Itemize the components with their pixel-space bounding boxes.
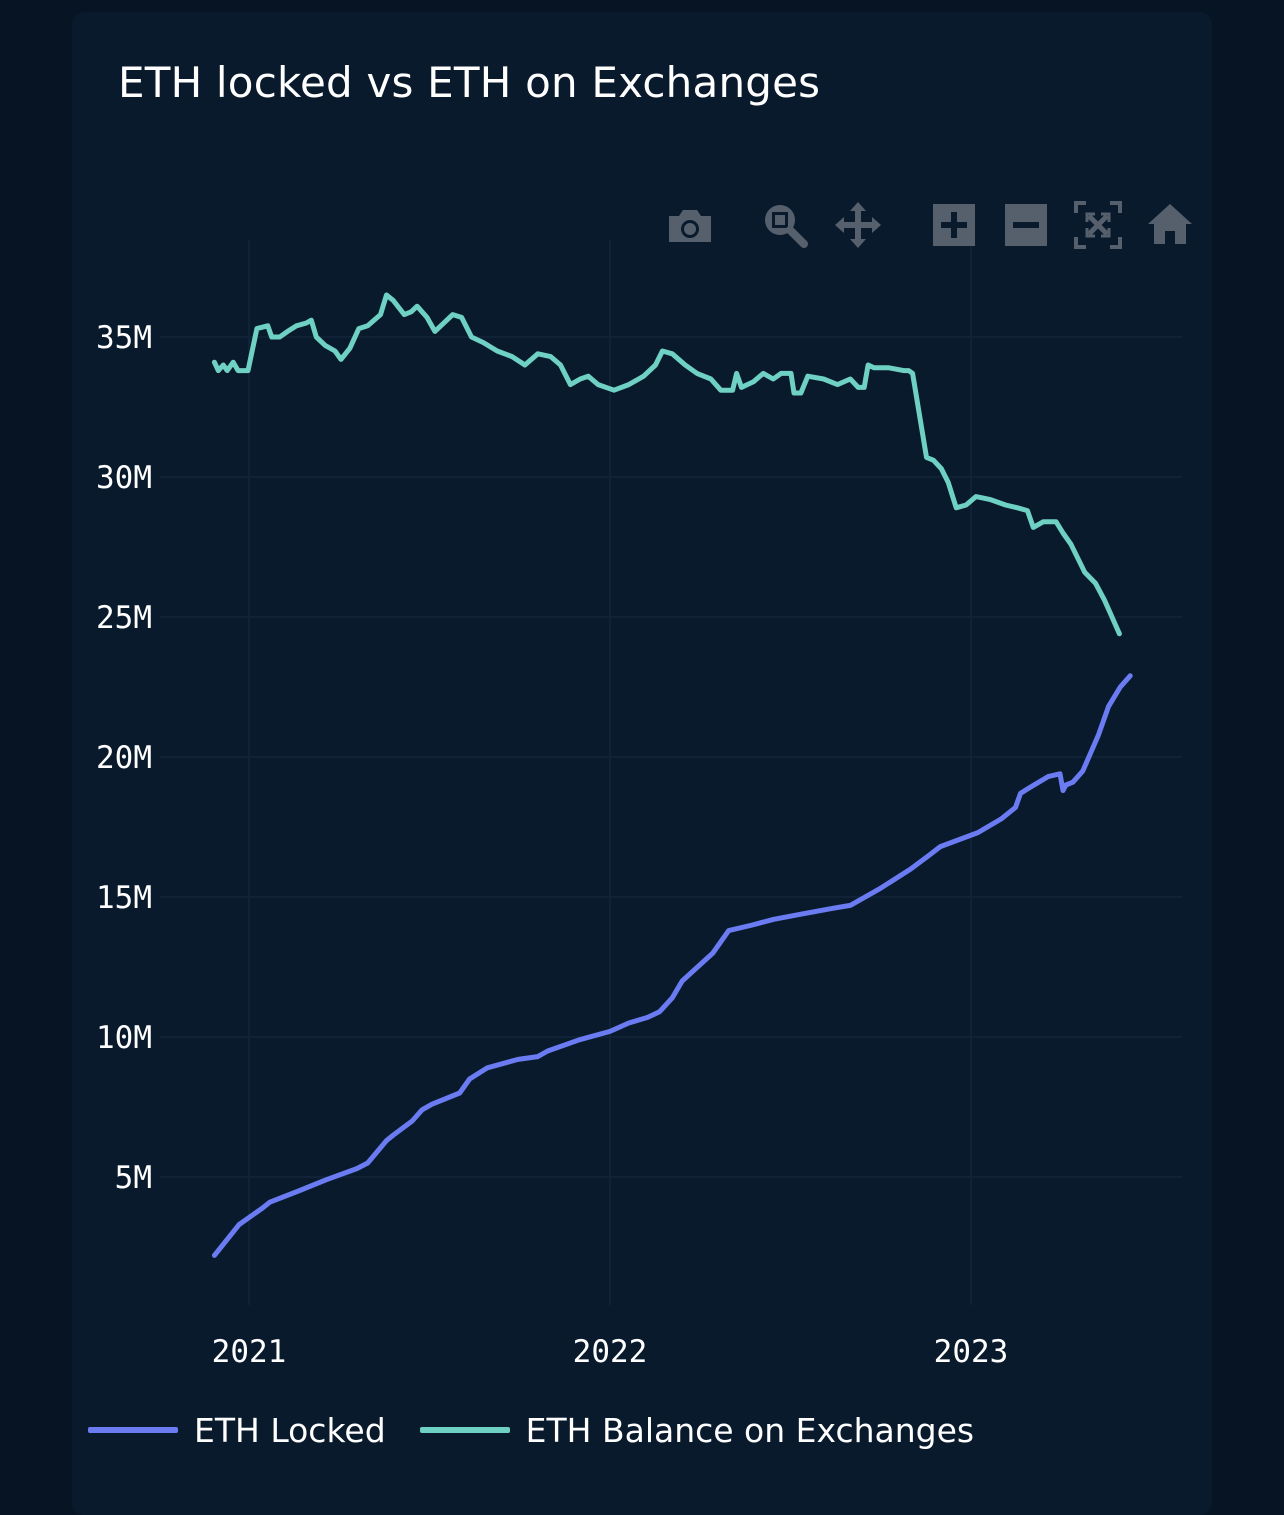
- y-tick-label: 10M: [96, 1020, 152, 1056]
- x-tick-label: 2021: [212, 1334, 287, 1370]
- y-tick-label: 15M: [96, 880, 152, 916]
- zoom-out-icon[interactable]: [1001, 200, 1051, 250]
- zoom-icon[interactable]: [760, 200, 810, 250]
- grid: [160, 240, 1182, 1305]
- legend: ETH Locked ETH Balance on Exchanges: [88, 1405, 1008, 1455]
- y-tick-label: 30M: [96, 460, 152, 496]
- y-tick-label: 35M: [96, 320, 152, 356]
- pan-icon[interactable]: [833, 200, 883, 250]
- reset-axes-icon[interactable]: [1145, 200, 1195, 250]
- legend-swatch: [419, 1427, 510, 1433]
- legend-label: ETH Balance on Exchanges: [525, 1410, 975, 1450]
- series-line-eth-locked[interactable]: [211, 673, 1133, 1258]
- series-line-eth-exchanges[interactable]: [211, 292, 1122, 637]
- y-tick-label: 20M: [96, 740, 152, 776]
- chart-panel: [72, 12, 1212, 1515]
- legend-label: ETH Locked: [194, 1410, 386, 1450]
- legend-item-exchanges[interactable]: ETH Balance on Exchanges: [419, 1410, 975, 1450]
- x-tick-label: 2022: [573, 1334, 648, 1370]
- y-tick-label: 5M: [115, 1160, 152, 1196]
- legend-item-locked[interactable]: ETH Locked: [88, 1411, 386, 1450]
- autoscale-icon[interactable]: [1073, 200, 1123, 250]
- axes: 5M 10M 15M 20M 25M 30M 35M 2021 2022 2023: [96, 320, 1008, 1370]
- y-tick-label: 25M: [96, 600, 152, 636]
- legend-swatch: [88, 1427, 178, 1433]
- chart-title: ETH locked vs ETH on Exchanges: [118, 58, 821, 107]
- x-tick-label: 2023: [934, 1334, 1009, 1370]
- camera-icon[interactable]: [665, 200, 715, 250]
- series-layer: [211, 292, 1133, 1258]
- zoom-in-icon[interactable]: [929, 200, 979, 250]
